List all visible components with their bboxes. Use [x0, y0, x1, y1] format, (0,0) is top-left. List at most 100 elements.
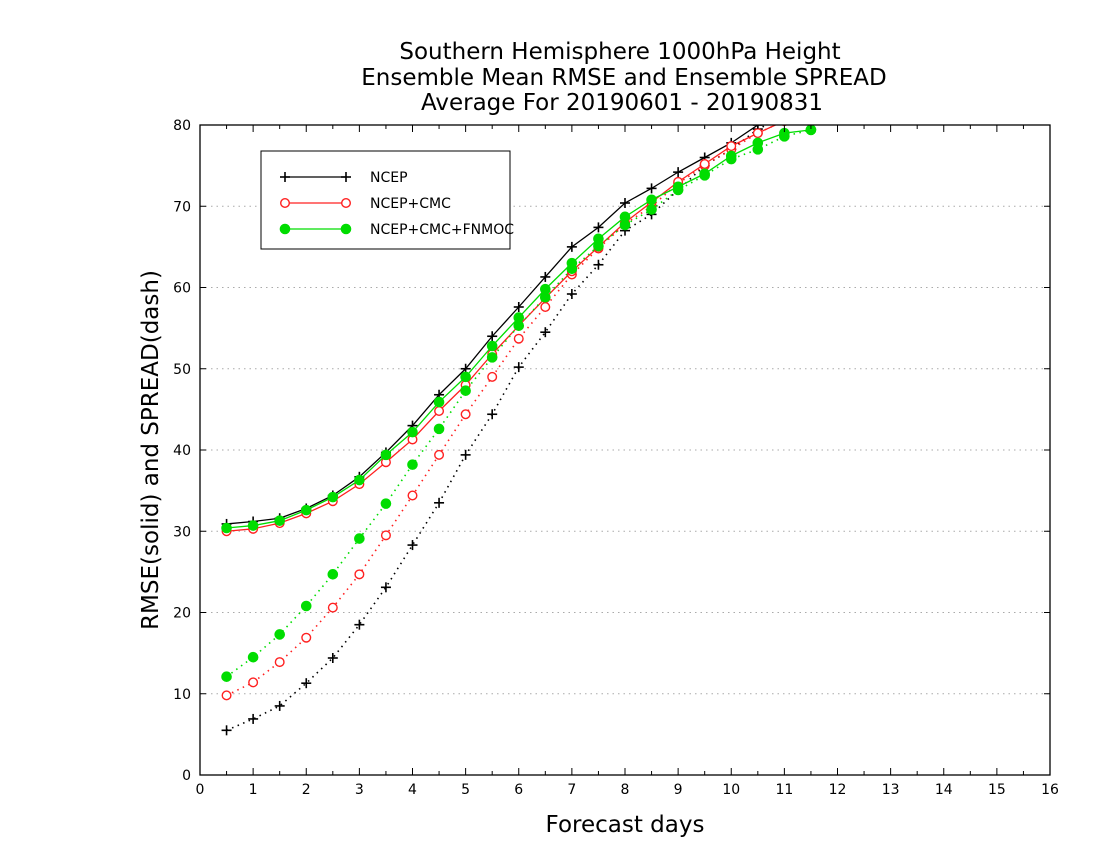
- data-point: [593, 233, 604, 245]
- legend-marker: [280, 197, 291, 208]
- data-point: [407, 426, 418, 438]
- data-point: [646, 204, 657, 215]
- x-tick-label: 4: [408, 782, 417, 798]
- data-point: [540, 302, 551, 313]
- legend-label: NCEP+CMC+FNMOC: [370, 222, 514, 238]
- data-point: [327, 602, 338, 613]
- data-point: [699, 168, 710, 180]
- title-line-2: Ensemble Mean RMSE and Ensemble SPREAD: [361, 65, 886, 91]
- data-point: [248, 713, 259, 724]
- data-point: [593, 222, 604, 233]
- legend-box: [260, 150, 511, 250]
- data-point: [486, 340, 498, 352]
- data-point: [540, 271, 551, 282]
- legend-item: NCEP+CMC+FNMOC: [279, 222, 514, 238]
- data-point: [460, 449, 471, 460]
- data-point: [354, 533, 365, 544]
- x-tick-label: 6: [514, 782, 523, 798]
- data-point: [566, 257, 578, 269]
- y-tick-label: 80: [173, 118, 191, 134]
- data-point: [752, 128, 763, 139]
- series-ncep-cmc-spread-line: [226, 125, 778, 697]
- data-point: [619, 211, 631, 223]
- data-point: [752, 137, 764, 149]
- data-point: [540, 327, 551, 338]
- legend-marker: [341, 172, 351, 182]
- data-point: [540, 283, 551, 295]
- data-point: [460, 371, 471, 383]
- grid-lines: [200, 205, 1050, 695]
- y-tick-label: 50: [173, 362, 191, 378]
- data-point: [300, 600, 312, 612]
- x-tick-label: 11: [775, 782, 793, 798]
- data-point: [247, 520, 259, 531]
- data-point: [274, 700, 285, 711]
- data-point: [460, 409, 471, 420]
- data-point: [620, 198, 630, 208]
- data-point: [434, 497, 445, 508]
- data-point: [672, 181, 684, 193]
- data-point: [221, 671, 232, 682]
- data-point: [487, 331, 498, 342]
- x-tick-label: 14: [935, 782, 953, 798]
- data-point: [460, 385, 471, 396]
- data-point: [725, 150, 737, 162]
- x-tick-label: 2: [302, 782, 311, 798]
- data-point: [248, 677, 259, 688]
- data-point: [434, 406, 445, 417]
- x-tick-label: 8: [621, 782, 630, 798]
- legend-marker: [341, 197, 352, 208]
- series-ncep-cmc-fnmoc-rmse-points: [221, 125, 817, 534]
- x-tick-label: 15: [988, 782, 1006, 798]
- data-point: [513, 333, 524, 344]
- data-point: [221, 690, 232, 701]
- y-axis-label: RMSE(solid) and SPREAD(dash): [138, 270, 164, 630]
- x-axis-label: Forecast days: [546, 812, 705, 838]
- data-point: [673, 167, 684, 178]
- data-point: [354, 569, 365, 580]
- data-point: [407, 459, 418, 470]
- data-point: [699, 158, 710, 169]
- y-tick-label: 0: [182, 768, 191, 784]
- title-line-3: Average For 20190601 - 20190831: [421, 90, 823, 116]
- data-point: [513, 312, 525, 323]
- data-point: [566, 289, 577, 299]
- data-point: [221, 725, 232, 736]
- data-point: [434, 449, 445, 460]
- data-point: [380, 498, 392, 509]
- data-point: [327, 569, 339, 580]
- data-point: [487, 409, 498, 420]
- data-point: [274, 629, 285, 640]
- data-point: [301, 632, 312, 643]
- data-point: [380, 582, 391, 593]
- x-tick-label: 3: [355, 782, 364, 798]
- legend: NCEP NCEP+CMC NCEP+CMC+FNMOC: [260, 150, 514, 250]
- x-tick-label: 9: [674, 782, 683, 798]
- data-point: [726, 141, 737, 152]
- data-point: [513, 362, 524, 373]
- data-point: [433, 423, 445, 435]
- data-point: [327, 491, 339, 503]
- data-point: [380, 530, 391, 541]
- x-tick-label: 16: [1041, 782, 1059, 798]
- data-point: [221, 522, 232, 534]
- data-point: [380, 449, 392, 461]
- x-tick-label: 1: [249, 782, 258, 798]
- x-tick-label: 10: [722, 782, 740, 798]
- data-point: [407, 540, 418, 551]
- legend-item: NCEP+CMC: [280, 196, 451, 212]
- legend-label: NCEP+CMC: [370, 196, 451, 212]
- legend-label: NCEP: [370, 170, 408, 186]
- data-point: [646, 194, 657, 206]
- y-tick-label: 40: [173, 443, 191, 459]
- x-tick-label: 0: [196, 782, 205, 798]
- x-tick-label: 12: [829, 782, 847, 798]
- y-tick-label: 70: [173, 199, 191, 215]
- data-point: [300, 504, 312, 516]
- data-point: [513, 302, 524, 312]
- data-point: [247, 651, 259, 663]
- data-point: [407, 490, 418, 501]
